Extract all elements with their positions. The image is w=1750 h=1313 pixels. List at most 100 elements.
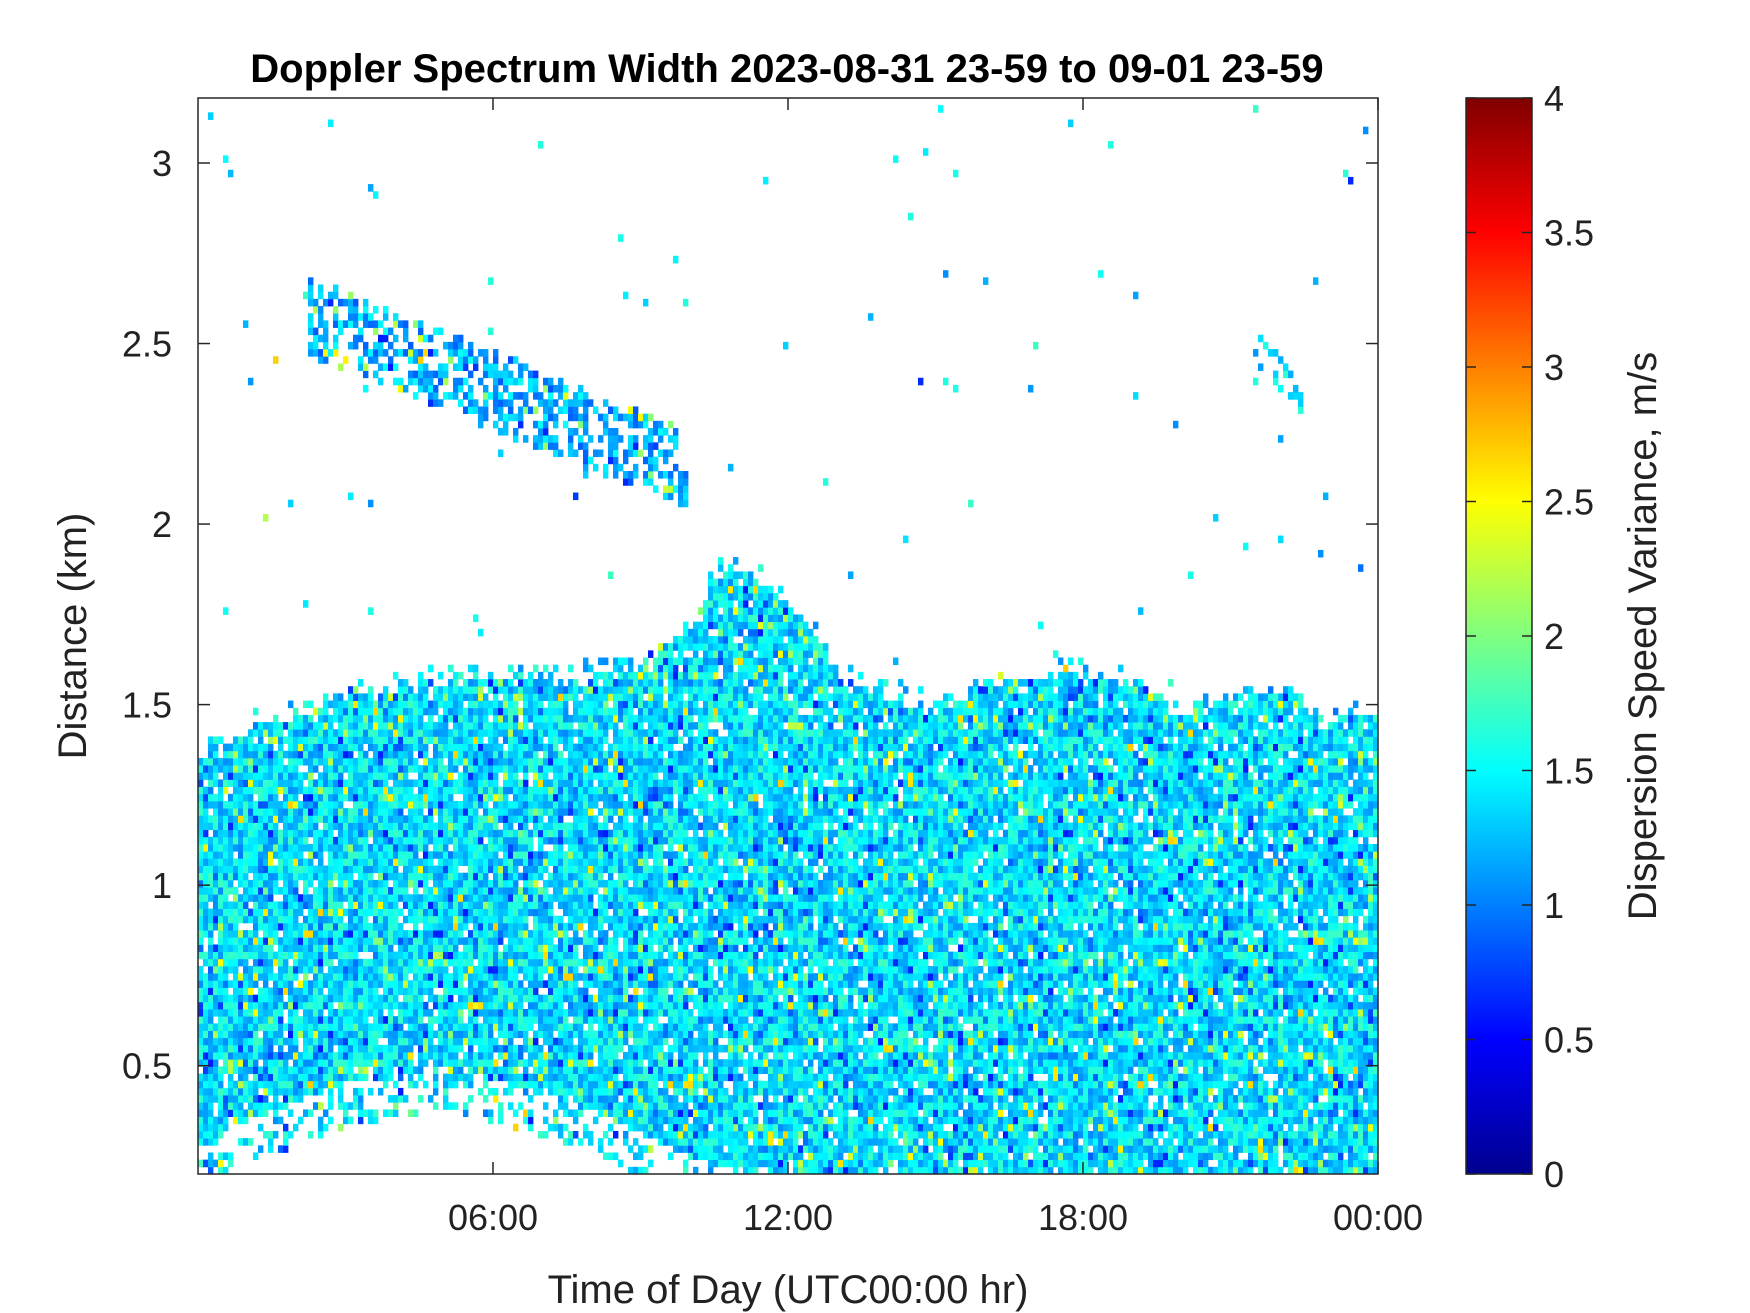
heatmap-cell <box>613 413 619 422</box>
heatmap-cell <box>588 456 594 465</box>
heatmap-cell <box>268 1030 274 1039</box>
heatmap-cell <box>578 700 584 709</box>
heatmap-cell <box>383 915 389 924</box>
heatmap-cell <box>588 743 594 752</box>
heatmap-cell <box>613 987 619 996</box>
heatmap-cell <box>493 800 499 809</box>
heatmap-cell <box>418 858 424 866</box>
heatmap-cell <box>593 879 599 888</box>
heatmap-cell <box>343 1116 349 1125</box>
heatmap-cell <box>433 872 439 881</box>
heatmap-cell <box>208 944 214 953</box>
heatmap-cell <box>348 958 354 967</box>
heatmap-cell <box>463 743 469 752</box>
heatmap-cell <box>588 958 594 967</box>
heatmap-cell <box>418 1052 424 1060</box>
heatmap-cell <box>518 951 524 960</box>
heatmap-cell <box>408 815 414 823</box>
heatmap-cell <box>208 915 214 924</box>
heatmap-cell <box>458 707 464 716</box>
heatmap-cell <box>383 779 389 788</box>
heatmap-cell <box>228 1044 234 1053</box>
heatmap-cell <box>533 1087 539 1096</box>
heatmap-cell <box>348 714 354 723</box>
heatmap-cell <box>378 1023 384 1031</box>
heatmap-cell <box>378 363 384 371</box>
heatmap-cell <box>493 872 499 881</box>
heatmap-cell <box>513 750 519 759</box>
heatmap-cell <box>413 958 419 967</box>
heatmap-cell <box>513 844 519 852</box>
heatmap-cell <box>468 872 474 881</box>
heatmap-cell <box>298 872 304 881</box>
heatmap-cell <box>598 987 604 996</box>
heatmap-cell <box>438 930 444 938</box>
heatmap-cell <box>248 887 254 895</box>
heatmap-cell <box>333 765 339 773</box>
heatmap-cell <box>223 901 229 909</box>
heatmap-cell <box>313 951 319 960</box>
heatmap-cell <box>418 786 424 795</box>
heatmap-cell <box>198 872 204 881</box>
heatmap-cell <box>363 1001 369 1010</box>
heatmap-cell <box>243 1016 249 1024</box>
heatmap-cell <box>393 1102 399 1110</box>
heatmap-cell <box>408 686 414 694</box>
heatmap-cell <box>533 965 539 974</box>
heatmap-cell <box>343 894 349 902</box>
heatmap-cell <box>513 937 519 945</box>
heatmap-cell <box>548 671 554 680</box>
heatmap-cell <box>553 958 559 967</box>
heatmap-cell <box>583 800 589 809</box>
heatmap-cell <box>268 1001 274 1010</box>
heatmap-cell <box>468 1023 474 1031</box>
heatmap-cell <box>538 887 544 895</box>
heatmap-cell <box>603 427 609 436</box>
heatmap-cell <box>308 722 314 730</box>
heatmap-cell <box>338 1087 344 1096</box>
heatmap-cell <box>393 930 399 938</box>
heatmap-cell <box>373 765 379 773</box>
heatmap-cell <box>483 1066 489 1074</box>
heatmap-cell <box>513 1109 519 1118</box>
heatmap-cell <box>283 944 289 953</box>
heatmap-cell <box>328 879 334 888</box>
heatmap-cell <box>598 980 604 988</box>
heatmap-cell <box>438 1059 444 1067</box>
heatmap-cell <box>218 808 224 816</box>
heatmap-cell <box>513 958 519 967</box>
heatmap-cell <box>388 1044 394 1053</box>
heatmap-cell <box>583 887 589 895</box>
heatmap-cell <box>498 413 504 422</box>
heatmap-cell <box>373 1044 379 1053</box>
heatmap-cell <box>348 492 354 501</box>
heatmap-cell <box>283 1138 289 1146</box>
heatmap-cell <box>248 815 254 823</box>
heatmap-cell <box>258 729 264 737</box>
heatmap-cell <box>293 1009 299 1017</box>
heatmap-cell <box>223 851 229 859</box>
heatmap-cell <box>528 808 534 816</box>
heatmap-cell <box>593 449 599 458</box>
heatmap-cell <box>528 973 534 981</box>
heatmap-cell <box>483 844 489 852</box>
heatmap-cell <box>433 729 439 737</box>
heatmap-cell <box>338 851 344 859</box>
heatmap-cell <box>558 722 564 730</box>
heatmap-cell <box>303 1023 309 1031</box>
heatmap-cell <box>453 973 459 981</box>
heatmap-cell <box>493 363 499 371</box>
heatmap-cell <box>603 894 609 902</box>
heatmap-cell <box>403 736 409 744</box>
heatmap-cell <box>253 800 259 809</box>
heatmap-cell <box>353 980 359 988</box>
heatmap-cell <box>458 1044 464 1053</box>
heatmap-cell <box>483 937 489 945</box>
heatmap-cell <box>308 729 314 737</box>
heatmap-cell <box>483 399 489 407</box>
heatmap-cell <box>228 1001 234 1010</box>
heatmap-cell <box>518 894 524 902</box>
heatmap-cell <box>378 980 384 988</box>
heatmap-cell <box>333 1080 339 1089</box>
heatmap-cell <box>398 377 404 386</box>
